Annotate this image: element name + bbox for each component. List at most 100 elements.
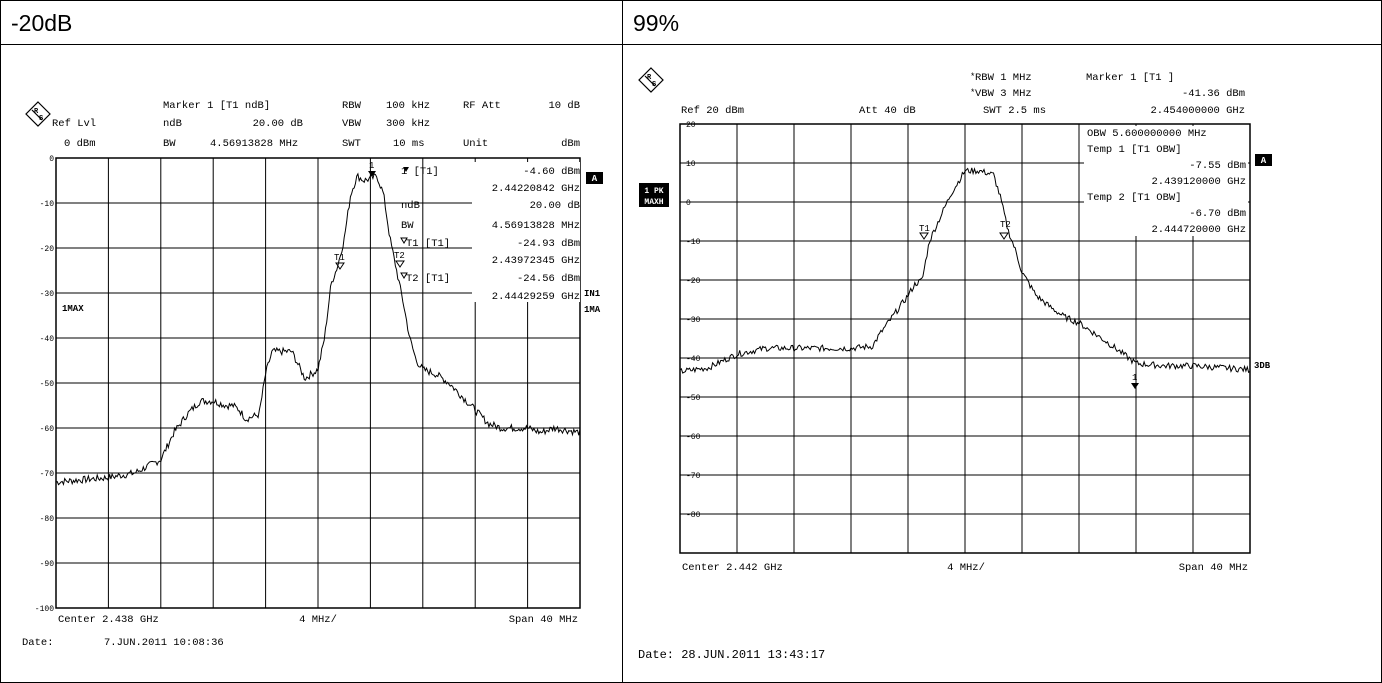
- ref-lvl-label: Ref Lvl: [52, 118, 96, 130]
- marker-block-label-1: 1 [T1]: [401, 166, 439, 178]
- right-span: Span 40 MHz: [1179, 562, 1248, 574]
- right-side-a-box: [1255, 154, 1272, 166]
- left-ytick-label: -50: [40, 380, 55, 389]
- right-marker-1-tag: 1: [1132, 373, 1137, 383]
- ref-lvl-value: 0 dBm: [64, 138, 96, 150]
- temp2-level: -6.70 dBm: [1189, 208, 1246, 220]
- left-marker-block: 1 [T1] -4.60 dBm 2.44220842 GHz ndB 20.0…: [400, 162, 580, 303]
- right-trace: [679, 167, 1251, 374]
- right-date: Date: 28.JUN.2011 13:43:17: [638, 648, 825, 662]
- vbw-setting: VBW 3 MHz: [975, 88, 1032, 100]
- left-date-value: 7.JUN.2011 10:08:36: [104, 637, 224, 649]
- right-ytick-label: -60: [686, 433, 701, 442]
- marker-t1-glyph: [335, 262, 345, 270]
- left-ytick-label: -70: [40, 470, 55, 479]
- right-y-ticks: 20 10 0 -10 -20 -30 -40 -50 -60 -70 -80: [686, 121, 701, 520]
- swt-setting: SWT 2.5 ms: [983, 105, 1046, 117]
- left-chart: R S Ref Lvl 0 dBm Marker 1 [T1 ndB] ndB …: [22, 100, 603, 649]
- unit-value: dBm: [561, 138, 580, 150]
- marker-block-value-8: 2.44429259 GHz: [492, 291, 580, 303]
- right-chart: R S RBW 1 MHz * VBW 3 MHz * SWT 2.5 ms R…: [638, 67, 1272, 662]
- side-3db: 3DB: [1254, 361, 1271, 371]
- side-a-label: A: [592, 174, 598, 184]
- trace-label: 1MAX: [62, 304, 84, 314]
- left-panel-title: -20dB: [1, 1, 622, 45]
- panel-divider: [622, 1, 623, 682]
- right-ytick-label: -50: [686, 394, 701, 403]
- temp2-line: Temp 2 [T1 OBW]: [1087, 192, 1182, 204]
- marker-block-value-2: 2.44220842 GHz: [492, 183, 580, 195]
- marker-block-value-7: -24.56 dBm: [517, 273, 580, 285]
- side-1ma: 1MA: [584, 305, 601, 315]
- rbw-value: 100 kHz: [386, 100, 430, 112]
- rf-att-label: RF Att: [463, 100, 501, 112]
- left-trace: [55, 172, 581, 487]
- svg-text:S: S: [652, 81, 656, 89]
- marker-block-label-4: BW: [401, 220, 414, 232]
- t2-marker-glyph: [400, 272, 408, 279]
- pk-maxh-box: [639, 183, 669, 207]
- left-ytick-label: -40: [40, 335, 55, 344]
- marker-block-value-5: -24.93 dBm: [517, 238, 580, 250]
- marker-block-value-6: 2.43972345 GHz: [492, 255, 580, 267]
- marker-block-value-3: 20.00 dB: [530, 200, 580, 212]
- rs-logo: R S: [25, 101, 51, 127]
- left-ytick-label: -80: [40, 515, 55, 524]
- bw-value: 4.56913828 MHz: [210, 138, 298, 150]
- vbw-label: VBW: [342, 118, 362, 130]
- filled-marker-glyph: [403, 167, 409, 172]
- right-side-a-label: A: [1261, 156, 1267, 166]
- right-ytick-label: -70: [686, 472, 701, 481]
- rf-att-value: 10 dB: [548, 100, 580, 112]
- right-marker-t1-tag: T1: [919, 224, 930, 234]
- side-maxh: MAXH: [644, 198, 663, 207]
- right-ytick-label: -10: [686, 238, 701, 247]
- left-date-label: Date:: [22, 637, 54, 649]
- temp1-freq: 2.439120000 GHz: [1151, 176, 1246, 188]
- marker-1-tag: 1: [369, 161, 374, 171]
- left-ytick-label: -20: [40, 245, 55, 254]
- temp2-freq: 2.444720000 GHz: [1151, 224, 1246, 236]
- right-marker-1-glyph: [1131, 383, 1139, 389]
- vbw-value: 300 kHz: [386, 118, 430, 130]
- right-ytick-label: 10: [686, 160, 696, 169]
- marker-block-value-1: -4.60 dBm: [523, 166, 580, 178]
- right-panel-title: 99%: [623, 1, 1381, 45]
- ref-setting: Ref 20 dBm: [681, 105, 744, 117]
- marker-1-glyph: [368, 171, 376, 177]
- marker-t2-tag: T2: [394, 251, 405, 261]
- att-setting: Att 40 dB: [859, 105, 916, 117]
- left-ytick-label: -90: [40, 560, 55, 569]
- rbw-setting: RBW 1 MHz: [975, 72, 1032, 84]
- right-marker-level: -41.36 dBm: [1182, 88, 1245, 100]
- t1-marker-glyph: [400, 237, 408, 244]
- swt-value: 10 ms: [393, 138, 425, 150]
- left-ytick-label: -60: [40, 425, 55, 434]
- right-marker-header: Marker 1 [T1 ]: [1086, 72, 1174, 84]
- vbw-star: *: [970, 88, 975, 98]
- side-pk: 1 PK: [644, 187, 663, 196]
- left-per-div: 4 MHz/: [299, 614, 337, 626]
- svg-text:R: R: [647, 74, 652, 82]
- bw-label: BW: [163, 138, 176, 150]
- right-trace-markers: T1 T2 1: [919, 220, 1139, 389]
- right-per-div: 4 MHz/: [947, 562, 985, 574]
- svg-text:S: S: [39, 115, 43, 123]
- marker-header: Marker 1 [T1 ndB]: [163, 100, 270, 112]
- side-a-box: [586, 172, 603, 184]
- left-ytick-label: -10: [40, 200, 55, 209]
- svg-text:R: R: [34, 108, 39, 116]
- marker-block-label-5: T1 [T1]: [406, 238, 450, 250]
- right-info-block: OBW 5.600000000 MHz Temp 1 [T1 OBW] -7.5…: [1084, 126, 1248, 236]
- right-ytick-label: -30: [686, 316, 701, 325]
- right-marker-freq: 2.454000000 GHz: [1150, 105, 1245, 117]
- swt-label: SWT: [342, 138, 361, 150]
- ndb-label: ndB: [163, 118, 182, 130]
- right-marker-t2-tag: T2: [1000, 220, 1011, 230]
- right-ytick-label: -20: [686, 277, 701, 286]
- side-in1: IN1: [584, 289, 601, 299]
- temp1-level: -7.55 dBm: [1189, 160, 1246, 172]
- temp1-line: Temp 1 [T1 OBW]: [1087, 144, 1182, 156]
- left-ytick-label: -100: [35, 605, 54, 614]
